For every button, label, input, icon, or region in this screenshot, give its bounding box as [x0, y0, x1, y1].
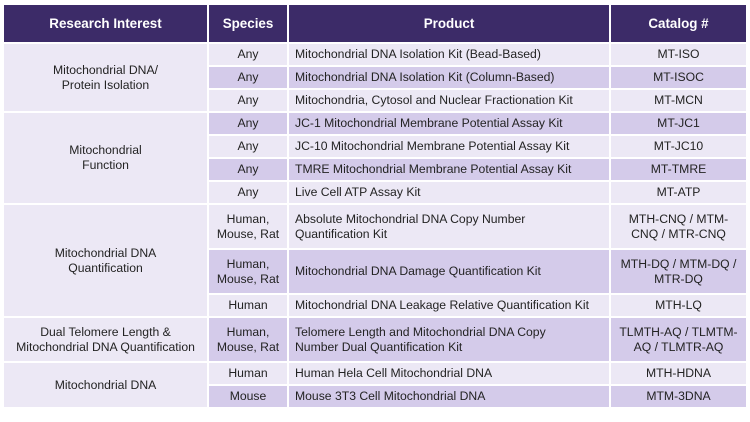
group-label-line: Protein Isolation — [61, 77, 150, 92]
product-cell: Live Cell ATP Assay Kit — [288, 181, 611, 205]
species-cell: Human, Mouse, Rat — [208, 249, 289, 295]
product-cell: JC-10 Mitochondrial Membrane Potential A… — [288, 135, 611, 159]
species-line: Mouse, Rat — [216, 339, 280, 354]
group-label-line: Mitochondrial DNA Quantification — [16, 339, 195, 354]
table-row: Mitochondrial DNA Human Human Hela Cell … — [4, 362, 746, 409]
group-label-dual-telomere: Dual Telomere Length & Mitochondrial DNA … — [4, 317, 209, 363]
product-cell: Mitochondrial DNA Leakage Relative Quant… — [288, 294, 611, 318]
species-cell: Human — [208, 362, 289, 386]
table-row: Mouse Mouse 3T3 Cell Mitochondrial DNA M… — [4, 385, 746, 409]
catalog-line: AQ / TLMTR-AQ — [633, 339, 724, 354]
catalog-cell: MT-JC1 — [610, 112, 746, 136]
product-cell: Mitochondrial DNA Isolation Kit (Column-… — [288, 66, 611, 90]
group-label-line: Mitochondrial — [69, 143, 142, 157]
catalog-cell: MT-ISO — [610, 43, 746, 67]
header-species: Species — [208, 5, 289, 44]
catalog-cell: MTH-HDNA — [610, 362, 746, 386]
group-label-line: Quantification — [68, 260, 143, 275]
product-line: Number Dual Quantification Kit — [295, 339, 463, 354]
species-cell: Human, Mouse, Rat — [208, 204, 289, 250]
species-cell: Any — [208, 66, 289, 90]
group-label-line: Dual Telomere Length & — [40, 324, 171, 339]
species-cell: Any — [208, 89, 289, 113]
catalog-cell: MT-ATP — [610, 181, 746, 205]
species-cell: Mouse — [208, 385, 289, 409]
product-cell: Mouse 3T3 Cell Mitochondrial DNA — [288, 385, 611, 409]
header-catalog: Catalog # — [610, 5, 746, 44]
table-row: Mitochondrial DNA Quantification Human, Mo… — [4, 204, 746, 318]
species-cell: Any — [208, 158, 289, 182]
product-cell: Mitochondrial DNA Damage Quantification … — [288, 249, 611, 295]
catalog-cell: MT-ISOC — [610, 66, 746, 90]
catalog-line: CNQ / MTR-CNQ — [631, 226, 726, 241]
species-cell: Any — [208, 181, 289, 205]
product-line: Absolute Mitochondrial DNA Copy Number — [295, 211, 526, 226]
catalog-cell: MT-TMRE — [610, 158, 746, 182]
table-row: Any Mitochondrial DNA Isolation Kit (Col… — [4, 66, 746, 90]
product-cell: TMRE Mitochondrial Membrane Potential As… — [288, 158, 611, 182]
table-row: Human Mitochondrial DNA Leakage Relative… — [4, 294, 746, 318]
catalog-cell: MTH-LQ — [610, 294, 746, 318]
product-cell: Mitochondria, Cytosol and Nuclear Fracti… — [288, 89, 611, 113]
species-cell: Human, Mouse, Rat — [208, 317, 289, 363]
species-cell: Any — [208, 43, 289, 67]
catalog-line: TLMTH-AQ / TLMTM- — [619, 324, 738, 339]
header-product: Product — [288, 5, 611, 44]
table-row: Mitochondrial DNA/Protein Isolation Any … — [4, 43, 746, 113]
species-line: Human, — [226, 324, 270, 339]
species-line: Mouse, Rat — [216, 271, 280, 286]
product-cell: Mitochondrial DNA Isolation Kit (Bead-Ba… — [288, 43, 611, 67]
product-cell: JC-1 Mitochondrial Membrane Potential As… — [288, 112, 611, 136]
catalog-line: MTH-DQ / MTM-DQ / — [620, 256, 737, 271]
product-catalog-table: Research Interest Species Product Catalo… — [4, 5, 746, 409]
catalog-cell: MTH-DQ / MTM-DQ / MTR-DQ — [610, 249, 746, 295]
catalog-cell: MTH-CNQ / MTM- CNQ / MTR-CNQ — [610, 204, 746, 250]
catalog-cell: MTM-3DNA — [610, 385, 746, 409]
group-label-line: Function — [82, 158, 129, 172]
group-label-quantification: Mitochondrial DNA Quantification — [4, 204, 209, 318]
catalog-cell: MT-JC10 — [610, 135, 746, 159]
product-cell: Absolute Mitochondrial DNA Copy Number Qu… — [288, 204, 611, 250]
species-line: Human, — [226, 256, 270, 271]
catalog-line: MTH-CNQ / MTM- — [628, 211, 729, 226]
group-label-isolation: Mitochondrial DNA/Protein Isolation — [4, 43, 209, 113]
header-research-interest: Research Interest — [4, 5, 209, 44]
group-label-line: Mitochondrial DNA/ — [53, 62, 158, 77]
product-line: Telomere Length and Mitochondrial DNA Co… — [295, 324, 546, 339]
catalog-cell: MT-MCN — [610, 89, 746, 113]
table-row: Any JC-10 Mitochondrial Membrane Potenti… — [4, 135, 746, 159]
group-label-function: Mitochondrial Function — [4, 112, 209, 205]
catalog-line: MTR-DQ — [654, 271, 703, 286]
species-cell: Any — [208, 135, 289, 159]
product-line: Quantification Kit — [295, 226, 388, 241]
table-row: Any Mitochondria, Cytosol and Nuclear Fr… — [4, 89, 746, 113]
species-cell: Human — [208, 294, 289, 318]
table-row: Dual Telomere Length & Mitochondrial DNA … — [4, 317, 746, 363]
table-row: Any Live Cell ATP Assay Kit MT-ATP — [4, 181, 746, 205]
table-row: Mitochondrial Function Any JC-1 Mitochond… — [4, 112, 746, 205]
group-label-mito-dna: Mitochondrial DNA — [4, 362, 209, 409]
catalog-cell: TLMTH-AQ / TLMTM- AQ / TLMTR-AQ — [610, 317, 746, 363]
product-cell: Telomere Length and Mitochondrial DNA Co… — [288, 317, 611, 363]
table-header-row: Research Interest Species Product Catalo… — [4, 5, 746, 44]
table-row: Any TMRE Mitochondrial Membrane Potentia… — [4, 158, 746, 182]
table-row: Human, Mouse, Rat Mitochondrial DNA Damag… — [4, 249, 746, 295]
species-line: Mouse, Rat — [216, 226, 280, 241]
species-line: Human, — [226, 211, 270, 226]
species-cell: Any — [208, 112, 289, 136]
group-label-line: Mitochondrial DNA — [54, 245, 157, 260]
product-cell: Human Hela Cell Mitochondrial DNA — [288, 362, 611, 386]
